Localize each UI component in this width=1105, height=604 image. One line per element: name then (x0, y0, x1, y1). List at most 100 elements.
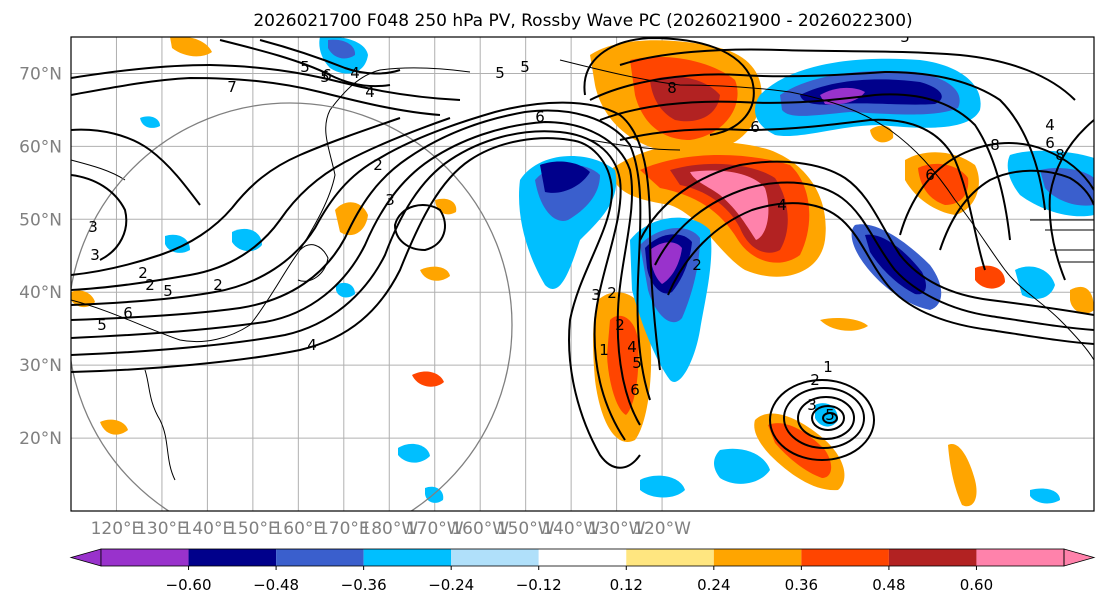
colorbar-segment (626, 549, 714, 566)
contour-label: 6 (123, 304, 133, 322)
longitude-label: 130°W (588, 519, 646, 539)
aleutian-coastline (589, 139, 681, 151)
positive-anomaly-region (607, 315, 639, 415)
longitude-label: 140°W (542, 519, 600, 539)
negative-anomaly-region (140, 116, 160, 128)
longitude-label: 120°W (633, 519, 691, 539)
negative-anomaly-region (650, 242, 682, 284)
pv-contour-line (259, 39, 401, 75)
contour-label: 4 (350, 64, 360, 82)
colorbar-tick-label: −0.60 (166, 576, 212, 594)
positive-anomaly-region (650, 76, 720, 122)
colorbar-tick-label: 0.60 (960, 576, 993, 594)
pv-contour-line (71, 63, 461, 101)
pv-contour-line (583, 37, 755, 136)
longitude-label: 130°E (136, 519, 188, 539)
contour-label: 5 (825, 406, 835, 424)
pv-contour-line (899, 142, 1094, 236)
pv-contour-line (71, 109, 651, 401)
contour-label: 6 (630, 381, 640, 399)
china-coastline (71, 159, 126, 181)
contour-label: 6 (1045, 134, 1055, 152)
colorbar-tick-label: −0.12 (516, 576, 562, 594)
colorbar-extend-low (69, 548, 102, 567)
contour-label: 4 (365, 83, 375, 101)
negative-anomaly-region (1030, 488, 1060, 504)
contour-label: 5 (495, 64, 505, 82)
colorbar-tick-label: −0.48 (253, 576, 299, 594)
positive-anomaly-region (918, 163, 969, 205)
colorbar-tick-label: 0.24 (697, 576, 730, 594)
longitude-label: 120°E (91, 519, 143, 539)
pv-contours (71, 37, 1094, 469)
positive-anomaly-region (768, 423, 832, 478)
map-title: 2026021700 F048 250 hPa PV, Rossby Wave … (253, 11, 912, 31)
pv-contour-line (393, 204, 446, 252)
contour-label: 5 (520, 58, 530, 76)
pv-contour-line (599, 93, 1011, 241)
negative-anomaly-region (640, 475, 685, 498)
colorbar-segment (363, 549, 452, 566)
pv-contour-line (769, 379, 875, 461)
colorbar-segment (276, 549, 364, 566)
positive-anomaly-region (870, 125, 894, 143)
positive-anomaly-region (100, 419, 128, 435)
colorbar-segment (888, 549, 977, 566)
pv-contour-line (589, 70, 1046, 211)
contour-label: 3 (90, 246, 100, 264)
contour-label: 2 (213, 276, 223, 294)
contour-label: 6 (750, 118, 760, 136)
contour-label: 6 (535, 108, 545, 126)
longitude-label: 180°W (360, 519, 418, 539)
pv-contour-line (939, 169, 1094, 251)
pv-contour-line (71, 120, 641, 426)
contour-label: 8 (667, 79, 677, 97)
map-frame (70, 36, 1095, 512)
latitude-labels: 70°N 60°N 50°N 40°N 30°N 20°N (19, 64, 62, 449)
colorbar-segment (801, 549, 889, 566)
longitude-label: 160°W (451, 519, 509, 539)
longitude-label: 170°E (318, 519, 370, 539)
negative-anomaly-region (336, 282, 355, 298)
colorbar-segment (713, 549, 802, 566)
pv-contour-line (71, 117, 451, 291)
positive-anomaly-region (820, 318, 868, 331)
contour-label: 5 (632, 354, 642, 372)
contour-label: 5 (300, 58, 310, 76)
latitude-label: 50°N (19, 210, 62, 230)
great-circle-ring (71, 102, 513, 511)
colorbar-segment (451, 549, 539, 566)
pv-contour-line (639, 160, 1094, 316)
colorbar: −0.60 −0.48 −0.36 −0.24 −0.12 0.12 0.24 0.36 0.4… (69, 548, 1096, 594)
pv-contour-line (654, 181, 1094, 331)
contour-label: 8 (1055, 146, 1065, 164)
colorbar-segment (976, 549, 1064, 566)
contour-label: 6 (322, 66, 332, 84)
contour-label: 8 (990, 136, 1000, 154)
state-borders (1030, 219, 1094, 263)
longitude-label: 170°W (406, 519, 464, 539)
contour-label: 5 (320, 68, 330, 86)
negative-anomaly-region (165, 234, 190, 253)
contour-label: 2 (692, 256, 702, 274)
negative-anomaly-region (540, 161, 590, 193)
negative-anomaly-region (232, 228, 262, 252)
contour-label: 4 (307, 336, 317, 354)
contour-label: 6 (925, 166, 935, 184)
negative-anomaly-region (328, 39, 356, 59)
contour-label: 3 (591, 286, 601, 304)
positive-anomaly-region (1070, 286, 1094, 314)
longitude-label: 140°E (182, 519, 234, 539)
contour-label: 2 (373, 156, 383, 174)
pv-contour-line (619, 48, 1076, 101)
contour-label: 1 (599, 341, 609, 359)
colorbar-outline (100, 548, 1065, 567)
latitude-label: 40°N (19, 283, 62, 303)
pv-contour-line (667, 202, 1094, 345)
positive-anomaly-region (71, 290, 95, 308)
longitude-label: 150°W (497, 519, 555, 539)
pv-contour-line (797, 396, 855, 440)
positive-anomaly-region (975, 265, 1005, 289)
